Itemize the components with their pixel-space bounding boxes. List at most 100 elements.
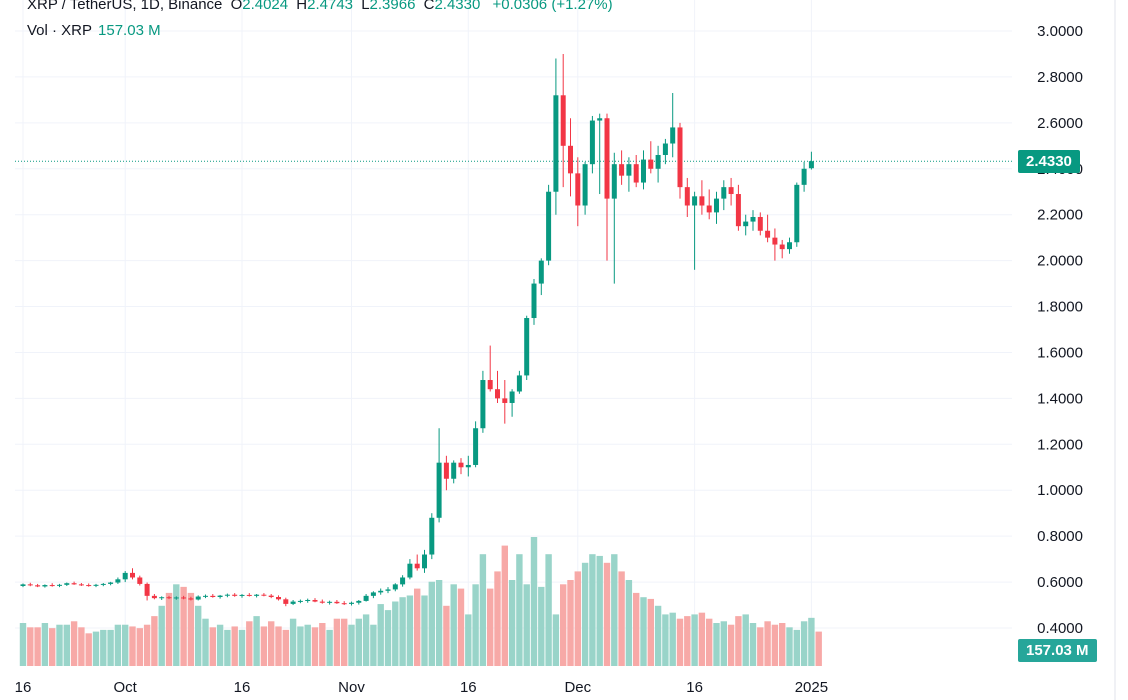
volume-bar bbox=[238, 629, 246, 666]
volume-bar bbox=[662, 614, 669, 666]
volume-bar bbox=[19, 623, 27, 666]
candle-body bbox=[217, 595, 223, 598]
volume-bar bbox=[494, 571, 501, 666]
volume-bar bbox=[560, 584, 567, 666]
volume-bar bbox=[275, 626, 282, 666]
time-tick-label: 2025 bbox=[795, 679, 828, 696]
low-label: L bbox=[361, 0, 370, 13]
candle-body bbox=[465, 464, 471, 468]
candle-body bbox=[473, 428, 479, 465]
candle-body bbox=[71, 583, 77, 585]
volume-bar bbox=[406, 595, 414, 666]
candle-body bbox=[443, 462, 449, 479]
symbol-title[interactable]: XRP / TetherUS, 1D, Binance bbox=[27, 0, 223, 13]
candle-body bbox=[86, 585, 92, 587]
volume-bar bbox=[304, 624, 311, 666]
volume-bar bbox=[341, 618, 348, 666]
volume-bar bbox=[501, 545, 508, 666]
candle-body bbox=[49, 585, 55, 587]
candle-body bbox=[728, 187, 734, 195]
candle-body bbox=[575, 173, 581, 206]
volume-bar bbox=[727, 624, 735, 666]
candle-body bbox=[648, 159, 654, 169]
candle-body bbox=[188, 598, 194, 600]
volume-bar bbox=[669, 612, 676, 666]
candle-body bbox=[392, 584, 398, 590]
open-label: O bbox=[230, 0, 243, 13]
candle-body bbox=[458, 462, 464, 468]
candle-body bbox=[750, 216, 756, 222]
volume-bar bbox=[698, 612, 706, 666]
candle-body bbox=[137, 577, 143, 584]
candle-body bbox=[210, 595, 216, 598]
candle-body bbox=[276, 597, 281, 600]
volume-bar bbox=[348, 624, 355, 666]
candle-body bbox=[582, 164, 588, 206]
candle-body bbox=[641, 159, 646, 183]
candle-body bbox=[297, 600, 303, 602]
candle-body bbox=[604, 118, 610, 199]
candles bbox=[20, 53, 814, 607]
candle-body bbox=[699, 196, 705, 206]
candle-body bbox=[655, 154, 661, 169]
volume-bar bbox=[465, 614, 472, 666]
candle-body bbox=[400, 577, 406, 585]
candle-body bbox=[772, 237, 778, 245]
volume-bar bbox=[450, 584, 457, 666]
volume-bar bbox=[34, 627, 41, 666]
candle-body bbox=[794, 184, 800, 243]
volume-bar bbox=[151, 616, 158, 666]
time-tick-label: 16 bbox=[686, 679, 703, 696]
volume-bar bbox=[516, 554, 523, 666]
volume-bar bbox=[92, 631, 100, 666]
volume-bar bbox=[63, 624, 70, 666]
volume-bar bbox=[487, 588, 494, 666]
candle-body bbox=[283, 599, 289, 604]
volume-bar bbox=[800, 621, 808, 666]
price-tick-label: 1.8000 bbox=[1037, 299, 1083, 316]
volume-bar bbox=[78, 627, 85, 666]
close-value: 2.4330 bbox=[434, 0, 481, 13]
volume-label[interactable]: Vol · XRP bbox=[27, 22, 93, 39]
volume-bar bbox=[654, 605, 662, 666]
candle-body bbox=[684, 187, 690, 206]
price-tick-label: 1.2000 bbox=[1037, 436, 1083, 453]
candle-body bbox=[706, 205, 712, 213]
volume-bar bbox=[757, 627, 764, 666]
volume-bar bbox=[676, 618, 684, 666]
volume-bar bbox=[143, 624, 151, 666]
candle-body bbox=[801, 168, 807, 185]
volume-bar bbox=[815, 631, 822, 666]
close-label: C bbox=[423, 0, 435, 13]
volume-bar bbox=[56, 624, 63, 666]
candle-body bbox=[502, 398, 508, 403]
candle-body bbox=[662, 143, 668, 155]
candle-body bbox=[765, 230, 771, 238]
volume-bar bbox=[129, 626, 136, 666]
price-tick-label: 2.0000 bbox=[1037, 253, 1083, 270]
candle-body bbox=[414, 563, 420, 569]
candle-body bbox=[743, 221, 749, 227]
candle-body bbox=[670, 127, 676, 144]
candle-body bbox=[509, 391, 515, 403]
volume-bar bbox=[647, 598, 654, 666]
candle-body bbox=[531, 283, 537, 319]
candle-body bbox=[254, 594, 260, 596]
candle-body bbox=[166, 597, 172, 599]
volume-bar bbox=[574, 571, 581, 666]
volume-bar bbox=[771, 624, 779, 666]
open-value: 2.4024 bbox=[242, 0, 289, 13]
candle-body bbox=[757, 216, 763, 231]
volume-bar bbox=[173, 584, 180, 666]
price-tick-label: 2.8000 bbox=[1037, 69, 1083, 86]
candle-body bbox=[93, 584, 99, 586]
candle-body bbox=[538, 260, 544, 284]
volume-bar bbox=[414, 588, 421, 666]
volume-bar bbox=[611, 554, 618, 666]
low-value: 2.3966 bbox=[369, 0, 416, 13]
volume-bar bbox=[779, 623, 786, 666]
volume-bar bbox=[742, 614, 749, 666]
volume-bar bbox=[253, 616, 260, 666]
